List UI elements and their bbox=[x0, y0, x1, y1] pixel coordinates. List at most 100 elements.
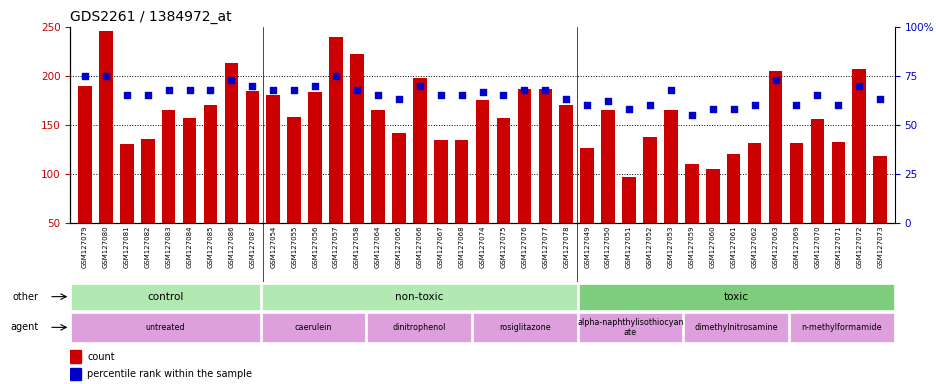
Point bbox=[370, 92, 385, 98]
Text: GSM127087: GSM127087 bbox=[249, 226, 256, 268]
Bar bbox=[183, 118, 197, 272]
FancyBboxPatch shape bbox=[71, 284, 259, 310]
Bar bbox=[329, 37, 343, 272]
Text: GSM127082: GSM127082 bbox=[144, 226, 151, 268]
Bar bbox=[538, 89, 551, 272]
Text: GSM127064: GSM127064 bbox=[374, 226, 381, 268]
Bar bbox=[789, 143, 802, 272]
Text: agent: agent bbox=[10, 322, 38, 333]
Bar bbox=[391, 132, 405, 272]
Text: dinitrophenol: dinitrophenol bbox=[392, 323, 446, 332]
Bar bbox=[413, 78, 426, 272]
Text: GDS2261 / 1384972_at: GDS2261 / 1384972_at bbox=[70, 10, 231, 25]
Bar bbox=[726, 154, 739, 272]
Point bbox=[161, 86, 176, 93]
Bar bbox=[872, 156, 886, 272]
Bar bbox=[78, 86, 92, 272]
Point bbox=[349, 86, 364, 93]
Text: GSM127079: GSM127079 bbox=[81, 226, 88, 268]
Bar bbox=[684, 164, 698, 272]
Text: untreated: untreated bbox=[145, 323, 185, 332]
Point bbox=[851, 83, 866, 89]
FancyBboxPatch shape bbox=[261, 313, 365, 342]
Text: GSM127063: GSM127063 bbox=[771, 226, 778, 268]
FancyBboxPatch shape bbox=[473, 313, 576, 342]
Bar bbox=[475, 100, 489, 272]
Bar bbox=[287, 117, 300, 272]
Text: GSM127073: GSM127073 bbox=[876, 226, 883, 268]
Point bbox=[454, 92, 469, 98]
Text: alpha-naphthylisothiocyan
ate: alpha-naphthylisothiocyan ate bbox=[577, 318, 683, 337]
Bar bbox=[747, 143, 761, 272]
Point bbox=[809, 92, 824, 98]
Text: caerulein: caerulein bbox=[295, 323, 331, 332]
Point bbox=[746, 102, 761, 108]
Text: other: other bbox=[12, 291, 38, 302]
Point bbox=[600, 98, 615, 104]
Bar bbox=[852, 69, 865, 272]
Point bbox=[788, 102, 803, 108]
Text: GSM127056: GSM127056 bbox=[312, 226, 318, 268]
Bar bbox=[601, 110, 614, 272]
Bar bbox=[664, 110, 677, 272]
Point bbox=[642, 102, 657, 108]
Text: GSM127076: GSM127076 bbox=[520, 226, 527, 268]
Point bbox=[307, 83, 322, 89]
Bar bbox=[517, 89, 531, 272]
FancyBboxPatch shape bbox=[578, 313, 681, 342]
Bar bbox=[162, 110, 175, 272]
Bar bbox=[642, 137, 656, 272]
Text: GSM127065: GSM127065 bbox=[395, 226, 402, 268]
Text: GSM127069: GSM127069 bbox=[793, 226, 798, 268]
Bar bbox=[308, 91, 322, 272]
Text: percentile rank within the sample: percentile rank within the sample bbox=[87, 369, 252, 379]
Text: GSM127054: GSM127054 bbox=[270, 226, 276, 268]
FancyBboxPatch shape bbox=[71, 313, 259, 342]
Text: rosiglitazone: rosiglitazone bbox=[499, 323, 550, 332]
Text: GSM127080: GSM127080 bbox=[103, 226, 109, 268]
Point bbox=[432, 92, 447, 98]
Bar bbox=[559, 105, 573, 272]
Point bbox=[412, 83, 427, 89]
Point bbox=[537, 86, 552, 93]
Point bbox=[98, 73, 113, 79]
Bar bbox=[225, 63, 238, 272]
Bar bbox=[768, 71, 782, 272]
Bar bbox=[99, 31, 112, 272]
Text: dimethylnitrosamine: dimethylnitrosamine bbox=[694, 323, 777, 332]
Bar bbox=[120, 144, 134, 272]
Point bbox=[705, 106, 720, 112]
Point bbox=[224, 77, 239, 83]
Text: non-toxic: non-toxic bbox=[394, 291, 443, 302]
Text: GSM127074: GSM127074 bbox=[479, 226, 485, 268]
Point bbox=[78, 73, 93, 79]
Text: n-methylformamide: n-methylformamide bbox=[801, 323, 882, 332]
Point bbox=[391, 96, 406, 103]
Text: GSM127060: GSM127060 bbox=[709, 226, 715, 268]
Point bbox=[871, 96, 886, 103]
Bar bbox=[622, 177, 636, 272]
Point bbox=[683, 112, 698, 118]
Text: GSM127078: GSM127078 bbox=[563, 226, 569, 268]
Text: GSM127077: GSM127077 bbox=[542, 226, 548, 268]
Bar bbox=[830, 142, 844, 272]
Text: GSM127084: GSM127084 bbox=[186, 226, 193, 268]
Point bbox=[329, 73, 344, 79]
Text: GSM127059: GSM127059 bbox=[688, 226, 695, 268]
Bar bbox=[245, 91, 259, 272]
Point bbox=[495, 92, 510, 98]
Bar bbox=[70, 368, 80, 380]
Text: GSM127057: GSM127057 bbox=[332, 226, 339, 268]
Text: GSM127083: GSM127083 bbox=[166, 226, 171, 268]
Text: count: count bbox=[87, 351, 114, 361]
Bar bbox=[810, 119, 824, 272]
Text: GSM127067: GSM127067 bbox=[437, 226, 444, 268]
Point bbox=[140, 92, 155, 98]
Bar bbox=[203, 105, 217, 272]
Text: GSM127075: GSM127075 bbox=[500, 226, 506, 268]
Text: GSM127058: GSM127058 bbox=[354, 226, 359, 268]
Point bbox=[266, 86, 281, 93]
Text: GSM127086: GSM127086 bbox=[228, 226, 234, 268]
Bar bbox=[140, 139, 154, 272]
Text: GSM127061: GSM127061 bbox=[730, 226, 736, 268]
